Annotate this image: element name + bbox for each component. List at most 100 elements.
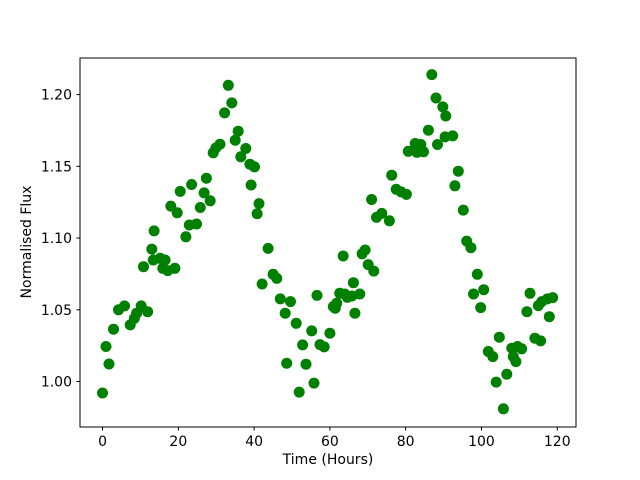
- data-point: [359, 244, 371, 256]
- data-point: [281, 357, 293, 369]
- data-point: [200, 172, 212, 184]
- data-point: [148, 225, 160, 237]
- data-point: [274, 293, 286, 305]
- plot-border: [79, 57, 577, 428]
- data-point: [249, 161, 260, 173]
- data-point: [240, 143, 252, 154]
- data-point: [293, 386, 305, 398]
- data-point: [493, 331, 505, 343]
- data-point: [198, 187, 210, 199]
- y-tick-label: 1.05: [41, 303, 72, 319]
- data-point: [521, 306, 533, 318]
- data-point: [376, 207, 388, 219]
- y-axis-label: Normalised Flux: [19, 185, 35, 299]
- x-tick-label: 120: [544, 434, 571, 450]
- data-point: [449, 180, 461, 192]
- data-point: [437, 101, 449, 113]
- data-point: [478, 284, 490, 296]
- data-point: [204, 195, 216, 207]
- data-point: [226, 97, 238, 109]
- data-point: [306, 325, 318, 337]
- data-point: [297, 339, 309, 351]
- data-point: [214, 138, 226, 150]
- data-point: [186, 179, 198, 190]
- data-point: [331, 297, 343, 309]
- data-point: [535, 335, 547, 347]
- data-point: [159, 254, 171, 266]
- data-point: [497, 403, 509, 415]
- data-point: [471, 268, 483, 280]
- x-tick-label: 40: [245, 434, 263, 450]
- data-point: [146, 243, 158, 255]
- data-point: [430, 92, 442, 104]
- data-point: [386, 169, 398, 181]
- data-point: [169, 262, 181, 274]
- data-point: [174, 185, 186, 197]
- data-point: [262, 242, 274, 254]
- data-point: [490, 376, 502, 388]
- data-point: [108, 323, 119, 335]
- data-point: [290, 317, 302, 329]
- data-point: [383, 215, 395, 227]
- data-point: [318, 341, 330, 353]
- data-point: [251, 208, 263, 220]
- x-axis-label: Time (Hours): [282, 452, 374, 468]
- data-point: [119, 300, 130, 312]
- data-point: [440, 110, 452, 122]
- x-tick-label: 0: [98, 434, 107, 450]
- x-tick-label: 80: [397, 434, 415, 450]
- data-point: [256, 278, 268, 290]
- data-point: [271, 272, 283, 284]
- data-point: [368, 265, 380, 277]
- data-point: [501, 368, 513, 380]
- data-point: [194, 202, 206, 213]
- data-point: [516, 343, 528, 355]
- data-point: [142, 306, 154, 318]
- data-point: [191, 218, 202, 230]
- data-point: [468, 288, 479, 300]
- data-point: [324, 327, 336, 339]
- data-point: [524, 287, 536, 299]
- data-point: [422, 124, 434, 136]
- data-point: [235, 151, 247, 163]
- data-point: [300, 358, 312, 370]
- data-point: [222, 79, 234, 91]
- x-tick-label: 100: [468, 434, 495, 450]
- data-point: [543, 311, 555, 323]
- data-point: [253, 198, 265, 210]
- data-point: [402, 145, 414, 157]
- data-point: [138, 261, 149, 273]
- data-point: [354, 288, 366, 300]
- data-point: [400, 188, 412, 200]
- data-point: [308, 377, 320, 389]
- y-tick-label: 1.10: [41, 231, 72, 247]
- data-point: [97, 387, 108, 399]
- data-point: [349, 307, 361, 319]
- data-point: [426, 69, 438, 81]
- data-point: [547, 292, 559, 304]
- data-point: [103, 358, 115, 370]
- data-point: [219, 107, 231, 119]
- data-point: [465, 242, 477, 254]
- data-point: [475, 302, 487, 314]
- data-point: [180, 231, 192, 243]
- data-point: [279, 307, 291, 319]
- y-tick-label: 1.15: [41, 159, 72, 175]
- data-point: [229, 134, 241, 146]
- data-point: [418, 146, 429, 158]
- data-point: [311, 289, 323, 301]
- data-point: [245, 179, 257, 191]
- data-point: [232, 125, 244, 137]
- x-tick-label: 60: [321, 434, 339, 450]
- data-point: [100, 341, 112, 352]
- data-point: [510, 356, 522, 368]
- data-point: [457, 204, 469, 216]
- data-point: [285, 296, 296, 308]
- data-point: [337, 250, 349, 262]
- data-point: [487, 351, 499, 363]
- data-point: [447, 130, 459, 142]
- data-point: [366, 194, 378, 205]
- y-tick-label: 1.20: [41, 88, 72, 104]
